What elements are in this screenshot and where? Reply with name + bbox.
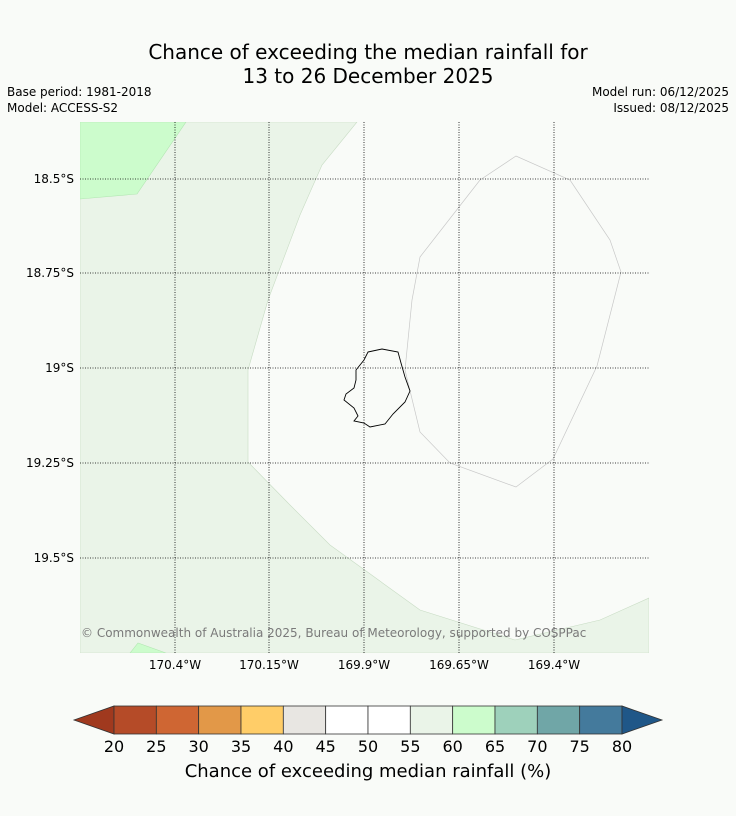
colorbar-segment	[113, 705, 157, 735]
colorbar-segment	[240, 705, 284, 735]
colorbar-extend-low	[72, 705, 115, 735]
colorbar-segment	[494, 705, 538, 735]
colorbar-segment	[536, 705, 581, 735]
colorbar-tick-label: 55	[400, 737, 421, 756]
colorbar-segment	[155, 705, 200, 735]
colorbar-tick-label: 80	[611, 737, 633, 756]
colorbar-tick-label: 45	[315, 737, 336, 756]
model-run-text: Model run: 06/12/2025	[591, 85, 729, 99]
chart-title-line2: 13 to 26 December 2025	[242, 64, 494, 88]
colorbar-tick-label: 30	[188, 737, 209, 756]
colorbar-segment	[409, 705, 454, 735]
probability-zone-55-60	[80, 122, 649, 653]
colorbar-segment	[198, 705, 242, 735]
colorbar-tick-label: 25	[146, 737, 167, 756]
colorbar-tick-label: 60	[442, 737, 463, 756]
colorbar	[72, 705, 664, 735]
copyright-notice: © Commonwealth of Australia 2025, Bureau…	[81, 626, 587, 640]
lat-label-18-75: 18.75°S	[26, 266, 74, 280]
issued-text: Issued: 08/12/2025	[613, 101, 729, 115]
lat-label-19-5: 19.5°S	[33, 551, 74, 565]
colorbar-segment	[452, 705, 496, 735]
colorbar-tick-label: 70	[527, 737, 548, 756]
colorbar-segment	[367, 705, 411, 735]
lon-label-169-9: 169.9°W	[337, 658, 391, 672]
colorbar-segment	[282, 705, 327, 735]
lon-label-170-15: 170.15°W	[239, 658, 299, 672]
colorbar-tick-label: 20	[103, 737, 125, 756]
model-text: Model: ACCESS-S2	[7, 101, 119, 115]
niue-island-outline	[343, 348, 411, 428]
lon-label-169-4: 169.4°W	[527, 658, 581, 672]
lat-label-19-25: 19.25°S	[26, 456, 74, 470]
colorbar-tick-label: 75	[569, 737, 590, 756]
base-period-text: Base period: 1981-2018	[7, 85, 152, 99]
colorbar-segment	[325, 705, 369, 735]
probability-zone-60-65-north	[80, 122, 187, 200]
colorbar-tick-label: 50	[357, 737, 379, 756]
chart-title-line1: Chance of exceeding the median rainfall …	[148, 40, 588, 64]
probability-zone-60-65-south	[129, 642, 167, 653]
lon-label-170-4: 170.4°W	[148, 658, 202, 672]
lat-label-18-5: 18.5°S	[33, 172, 74, 186]
colorbar-tick-label: 65	[484, 737, 506, 756]
probability-contour	[404, 155, 622, 488]
lat-label-19: 19°S	[45, 361, 74, 375]
lon-label-169-65: 169.65°W	[429, 658, 489, 672]
colorbar-tick-label: 35	[230, 737, 252, 756]
colorbar-extend-high	[621, 705, 664, 735]
colorbar-segment	[579, 705, 623, 735]
colorbar-label: Chance of exceeding median rainfall (%)	[184, 761, 552, 782]
graticule	[80, 122, 649, 653]
colorbar-tick-label: 40	[273, 737, 294, 756]
